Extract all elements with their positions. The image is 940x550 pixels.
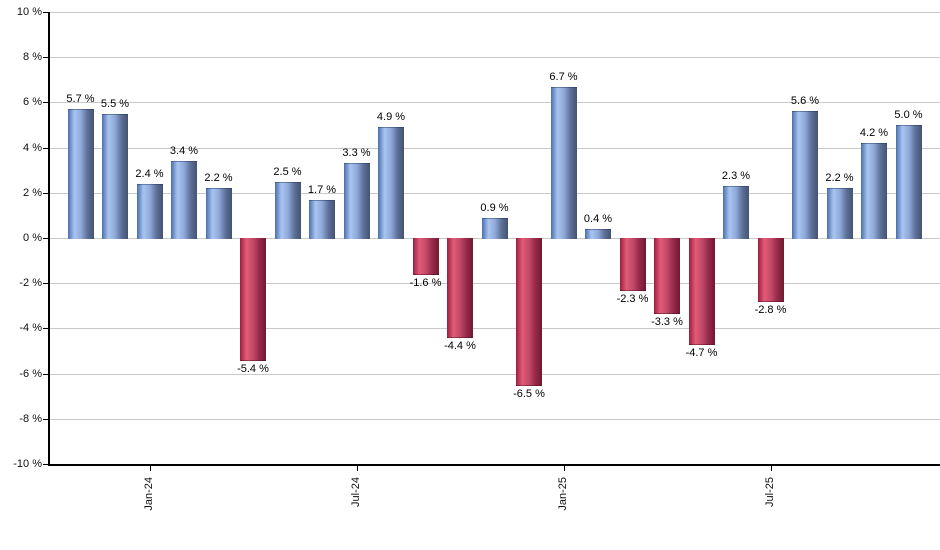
x-axis-label-text: Jan-25 [557,477,569,511]
bar-value-label: 0.4 % [583,212,613,225]
bar [447,238,473,339]
x-axis-tick [770,464,772,471]
gridline [48,192,940,194]
bar-value-label: -2.3 % [616,292,649,305]
bar [895,125,922,239]
y-axis-tick [43,283,48,285]
bar [826,188,853,239]
bar [688,238,715,346]
bar [481,217,508,239]
bar [102,113,128,239]
y-axis-label: 2 % [23,186,42,199]
y-axis-label: 0 % [23,232,42,244]
bar-value-label: 4.2 % [859,127,889,140]
bar [861,143,887,239]
y-axis-label: -2 % [19,277,42,290]
gridline [48,147,940,149]
bar-value-label: 5.5 % [100,97,130,110]
bar [792,111,818,239]
bar-value-label: 4.9 % [376,111,406,124]
gridline [48,283,940,285]
bar-value-label: 1.7 % [307,183,337,196]
bar [136,183,163,239]
bar-value-label: -5.4 % [237,363,269,376]
bar [619,238,646,291]
bar [171,161,197,239]
y-axis-tick [43,102,48,104]
bar-value-label: 2.2 % [825,172,854,185]
y-axis-label: -10 % [13,458,42,470]
y-axis-tick [43,373,48,375]
x-axis-tick [356,464,358,471]
gridline [48,57,940,59]
y-axis-label: 8 % [23,51,42,64]
y-axis-label: -8 % [19,412,42,425]
bar-value-label: 5.0 % [894,109,923,121]
bar-value-label: 2.2 % [204,172,233,185]
x-axis-line [48,464,940,466]
bar-value-label: 2.3 % [721,170,751,183]
bar-value-label: 3.3 % [342,147,371,160]
bar [205,188,232,239]
bar-value-label: 2.4 % [135,167,164,180]
bar-value-label: 3.4 % [169,145,199,158]
y-axis-label: -6 % [19,367,42,380]
bar [516,238,542,386]
y-axis-line [48,12,50,466]
bar [67,109,94,239]
x-axis-label-text: Jul-25 [764,477,776,507]
bar-value-label: -4.4 % [444,340,476,353]
y-axis-label: 6 % [23,96,42,109]
bar [412,238,439,276]
bar [274,181,301,239]
bar-value-label: -4.7 % [685,347,718,360]
bar [550,86,577,239]
gridline [48,418,940,420]
x-axis-tick [149,464,151,471]
x-axis-label-text: Jul-24 [350,477,362,507]
bar-value-label: 6.7 % [549,70,578,83]
y-axis-tick [43,57,48,59]
y-axis-label: -4 % [19,322,42,335]
y-axis-label: 10 % [16,6,42,18]
bar [240,238,266,362]
bar-value-label: 5.6 % [790,95,820,108]
y-axis-tick [43,418,48,420]
y-axis-tick [43,147,48,149]
bar-value-label: 0.9 % [480,201,509,214]
y-axis-tick [43,12,48,13]
y-axis-label: 4 % [23,141,42,154]
gridline [48,102,940,104]
y-axis-tick [43,238,48,239]
bar-value-label: -1.6 % [409,277,442,290]
bar-value-label: -2.8 % [754,304,787,317]
bar [309,199,335,239]
y-axis-tick [43,192,48,194]
x-axis-tick [563,464,565,471]
bar-value-label: -3.3 % [651,315,683,328]
bar [723,186,749,239]
bar [343,163,370,239]
bar-value-label: 2.5 % [273,165,302,178]
bar [378,127,404,239]
gridline [48,328,940,330]
bar-value-label: -6.5 % [513,387,545,400]
bar-value-label: 5.7 % [66,93,95,106]
gridline [48,373,940,375]
bar [654,238,680,314]
bar [757,238,784,303]
x-axis-label-text: Jan-24 [143,477,155,511]
y-axis-tick [43,464,48,465]
gridline [48,12,940,13]
bar [585,228,611,239]
y-axis-tick [43,328,48,330]
